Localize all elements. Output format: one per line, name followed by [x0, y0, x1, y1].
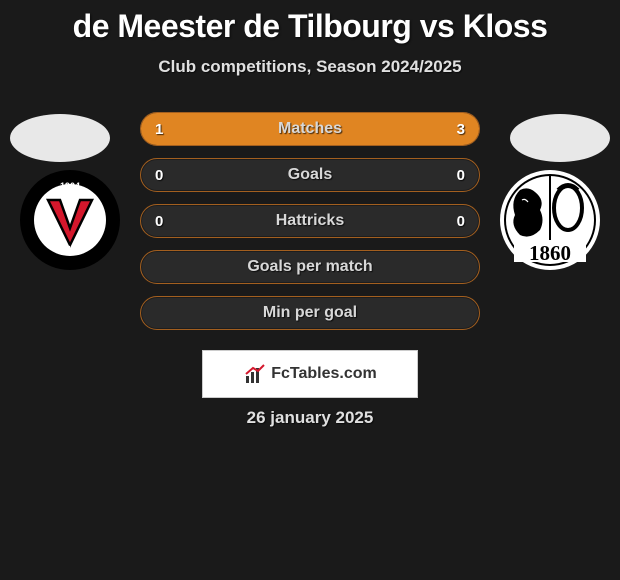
stat-bar: Goals per match: [140, 250, 480, 284]
bar-label: Goals per match: [141, 251, 479, 283]
nation-flag-right: [510, 114, 610, 162]
bar-value-right: 0: [457, 159, 465, 191]
source-attribution: FcTables.com: [202, 350, 418, 398]
bar-value-left: 0: [155, 205, 163, 237]
bar-value-right: 3: [457, 113, 465, 145]
source-text: FcTables.com: [271, 365, 377, 383]
date-text: 26 january 2025: [0, 408, 620, 428]
comparison-bars: Matches13Goals00Hattricks00Goals per mat…: [140, 112, 480, 342]
stat-bar: Hattricks0 0: [140, 204, 480, 238]
club-year-text: 1860: [529, 241, 571, 265]
club-logo-right: 1860: [500, 170, 600, 270]
stat-bar: Min per goal: [140, 296, 480, 330]
comparison-infographic: de Meester de Tilbourg vs Kloss Club com…: [0, 0, 620, 580]
bar-value-right: 0: [457, 205, 465, 237]
stat-bar: Goals0 0: [140, 158, 480, 192]
bar-label: Goals: [141, 159, 479, 191]
page-title: de Meester de Tilbourg vs Kloss: [0, 0, 620, 45]
nation-flag-left: [10, 114, 110, 162]
bar-value-left: 0: [155, 159, 163, 191]
stat-bar: Matches1 3: [140, 112, 480, 146]
chart-icon: [243, 362, 267, 386]
bar-label: Matches: [141, 113, 479, 145]
club-logo-left: 1904 VIKTORIA KÖLN: [20, 170, 120, 270]
bar-label: Hattricks: [141, 205, 479, 237]
club-1860-icon: 1860: [500, 170, 600, 270]
page-subtitle: Club competitions, Season 2024/2025: [0, 57, 620, 77]
viktoria-koln-icon: 1904 VIKTORIA KÖLN: [20, 170, 120, 270]
club-year-text: 1904: [60, 181, 80, 191]
bar-label: Min per goal: [141, 297, 479, 329]
bar-value-left: 1: [155, 113, 163, 145]
